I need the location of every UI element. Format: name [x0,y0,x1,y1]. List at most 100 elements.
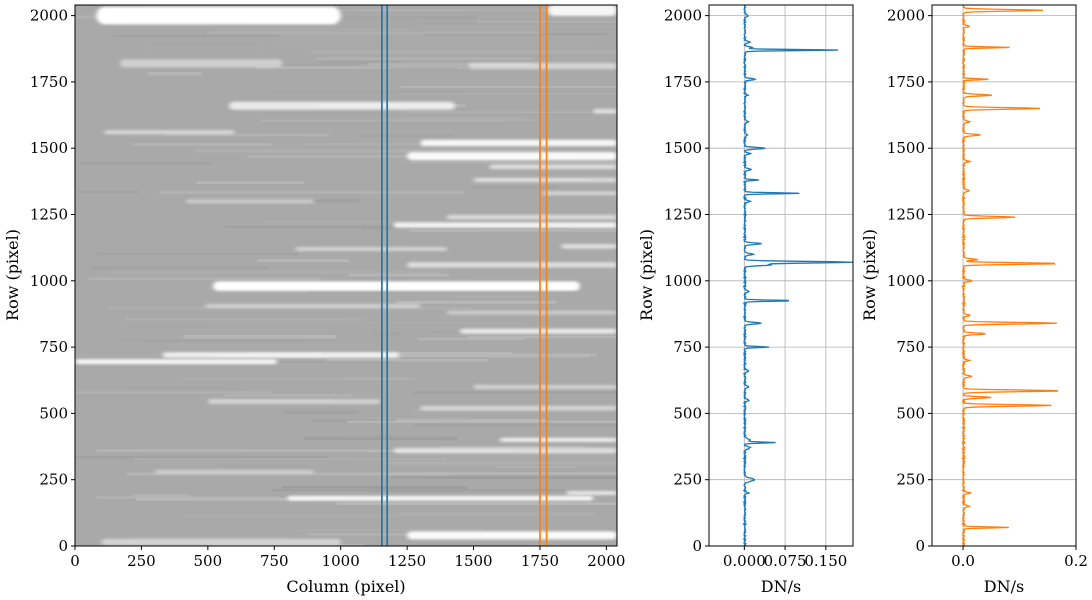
image-band [467,336,617,339]
image-y-tick-label: 1750 [30,73,68,91]
image-streak [75,359,277,365]
image-band [139,455,246,458]
image-streak [186,199,315,204]
image-band [104,500,218,502]
image-band [165,133,329,137]
image-band [124,318,363,321]
image-band [109,271,443,274]
profile-blue-grid [709,5,853,547]
image-y-tick-label: 500 [39,404,68,422]
profile-blue-y-tick-label: 750 [673,338,702,356]
image-panel: 0 250 500 750 1000 1250 1500 1750 2000 0 250 500 75… [3,4,625,596]
image-x-tick-label: 1500 [454,552,492,570]
image-x-tick-label: 1000 [322,552,360,570]
image-band [250,488,375,490]
profile-orange-y-tick-label: 750 [896,338,925,356]
image-band [439,445,586,449]
image-streak [593,108,617,114]
image-band [400,86,617,88]
image-band [412,491,617,495]
image-band [504,119,595,122]
image-band [224,225,479,229]
image-streak [473,177,617,183]
image-band [307,289,577,293]
image-band [147,46,261,50]
profile-blue-y-ticks: 0 250 500 750 1000 1250 1500 1750 2000 [664,7,709,555]
image-band [450,295,538,299]
image-y-tick-label: 1500 [30,139,68,157]
image-band [126,214,261,217]
image-streak [407,152,617,161]
image-band [265,220,439,224]
image-streak [287,495,594,501]
image-streak [213,281,580,291]
profile-blue-y-tick-label: 1250 [664,206,702,224]
profile-orange-y-tick-label: 0 [915,537,925,555]
image-x-label: Column (pixel) [286,577,405,596]
profile-panel-orange: 0.0 0.2 0 250 500 750 1000 1250 1500 1750 2000 DN… [860,4,1088,596]
image-band [147,71,202,76]
image-band [344,316,480,319]
image-band [398,93,617,95]
profile-orange-y-tick-label: 1500 [887,139,925,157]
image-band [75,391,272,394]
image-band [255,65,468,69]
image-band [249,409,466,411]
image-streak [407,531,617,540]
profile-blue-y-tick-label: 250 [673,471,702,489]
image-band [159,190,464,194]
profile-blue-x-tick-label: 0.150 [804,552,847,570]
image-band [271,489,567,492]
image-y-label: Row (pixel) [3,229,22,321]
profile-orange-y-tick-label: 2000 [887,7,925,25]
image-streak [460,328,617,334]
image-band [387,67,458,71]
image-band [360,353,597,357]
image-band [96,449,450,452]
image-band [97,252,299,256]
image-frame [74,4,618,547]
image-band [409,229,617,232]
image-band [257,259,350,263]
image-band [396,512,596,516]
profile-orange-x-ticks: 0.0 0.2 [951,546,1088,570]
image-band [142,387,241,390]
profile-orange-x-tick-label: 0.0 [951,552,975,570]
extraction-lines [381,5,548,546]
image-band [293,81,602,85]
image-band [114,339,334,341]
image-band [358,134,455,137]
image-band [139,340,308,343]
image-band [388,472,617,475]
image-streak [205,304,421,308]
image-x-tick-label: 1750 [521,552,559,570]
profile-blue-y-tick-label: 1500 [664,139,702,157]
image-streak [295,246,447,251]
image-band [303,436,458,441]
image-band [468,275,617,279]
profile-orange-y-ticks: 0 250 500 750 1000 1250 1500 1750 2000 [887,7,932,555]
profile-orange-grid [932,5,1077,547]
profile-orange-y-tick-label: 500 [896,404,925,422]
image-band [260,119,538,122]
image-band [413,391,617,394]
image-band [270,91,464,94]
image-band [183,335,336,339]
image-band [206,31,542,35]
profile-orange-y-tick-label: 1250 [887,206,925,224]
profile-orange-frame [931,4,1077,547]
profile-blue-y-tick-label: 1000 [664,272,702,290]
image-x-tick-label: 2000 [587,552,625,570]
profile-orange-x-label: DN/s [984,577,1024,596]
image-band [496,466,577,468]
image-band [303,142,525,146]
image-band [413,423,617,427]
image-streak [229,101,455,110]
image-band [388,415,617,419]
image-band [132,458,447,460]
profile-blue-x-tick-label: 0.075 [764,552,807,570]
image-band [320,243,414,248]
image-band [349,273,450,277]
image-band [421,22,617,25]
